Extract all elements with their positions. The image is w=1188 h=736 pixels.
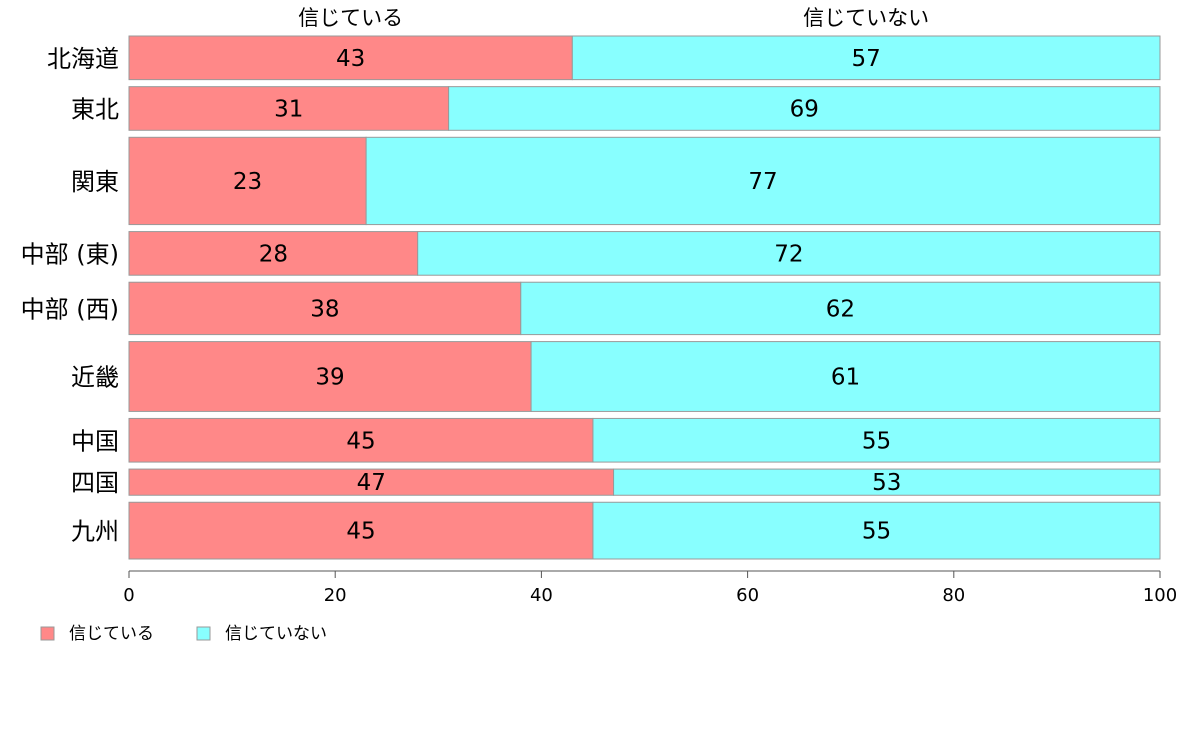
data-label: 55 (862, 519, 891, 545)
x-tick-label: 60 (736, 585, 759, 606)
bar-segment-not-believe-0 (571, 35, 1161, 81)
data-label: 45 (346, 428, 375, 454)
bar-segment-not-believe-4 (520, 281, 1161, 336)
data-label: 69 (790, 96, 819, 122)
data-label: 31 (274, 96, 303, 122)
category-label: 近畿 (71, 364, 119, 392)
data-label: 62 (826, 296, 855, 322)
bar-segment-believe-0 (128, 35, 573, 81)
data-label: 72 (774, 241, 803, 267)
bar-segment-not-believe-1 (448, 86, 1161, 131)
legend-label-0: 信じている (69, 624, 154, 644)
data-label: 77 (748, 169, 777, 195)
bar-segment-not-believe-2 (365, 136, 1161, 226)
x-tick-label: 0 (123, 585, 134, 606)
data-label: 47 (357, 470, 386, 496)
bar-segment-believe-6 (128, 417, 594, 463)
bar-segment-believe-3 (128, 231, 419, 276)
category-label: 関東 (71, 168, 119, 196)
data-label: 23 (233, 169, 262, 195)
x-tick-label: 80 (942, 585, 965, 606)
bar-segment-believe-2 (128, 136, 367, 226)
data-label: 39 (315, 365, 344, 391)
category-label: 四国 (71, 469, 119, 497)
data-label: 28 (259, 241, 288, 267)
category-label: 中部 (東) (21, 240, 119, 268)
x-tick-label: 20 (324, 585, 347, 606)
bar-segment-believe-8 (128, 501, 594, 560)
data-label: 53 (872, 470, 901, 496)
x-tick-label: 40 (530, 585, 553, 606)
bar-segment-believe-1 (128, 86, 450, 131)
bar-segment-not-believe-7 (613, 468, 1161, 496)
category-label: 北海道 (47, 45, 119, 73)
bar-segment-not-believe-8 (592, 501, 1161, 560)
category-label: 東北 (71, 95, 119, 123)
bar-segment-not-believe-6 (592, 417, 1161, 463)
data-label: 55 (862, 428, 891, 454)
x-tick-label: 100 (1143, 585, 1177, 606)
legend-swatch-1 (196, 626, 211, 641)
data-label: 57 (852, 46, 881, 72)
series-header-1: 信じていない (803, 6, 929, 30)
category-label: 中部 (西) (21, 295, 119, 323)
data-label: 43 (336, 46, 365, 72)
series-header-0: 信じている (298, 6, 403, 30)
bar-segment-believe-4 (128, 281, 522, 336)
category-label: 中国 (71, 427, 119, 455)
legend-swatch-0 (40, 626, 55, 641)
legend-label-1: 信じていない (225, 624, 327, 644)
bar-segment-not-believe-5 (530, 341, 1161, 412)
data-label: 45 (346, 519, 375, 545)
data-label: 38 (310, 296, 339, 322)
data-label: 61 (831, 365, 860, 391)
category-label: 九州 (71, 518, 119, 546)
bar-segment-not-believe-3 (417, 231, 1161, 276)
